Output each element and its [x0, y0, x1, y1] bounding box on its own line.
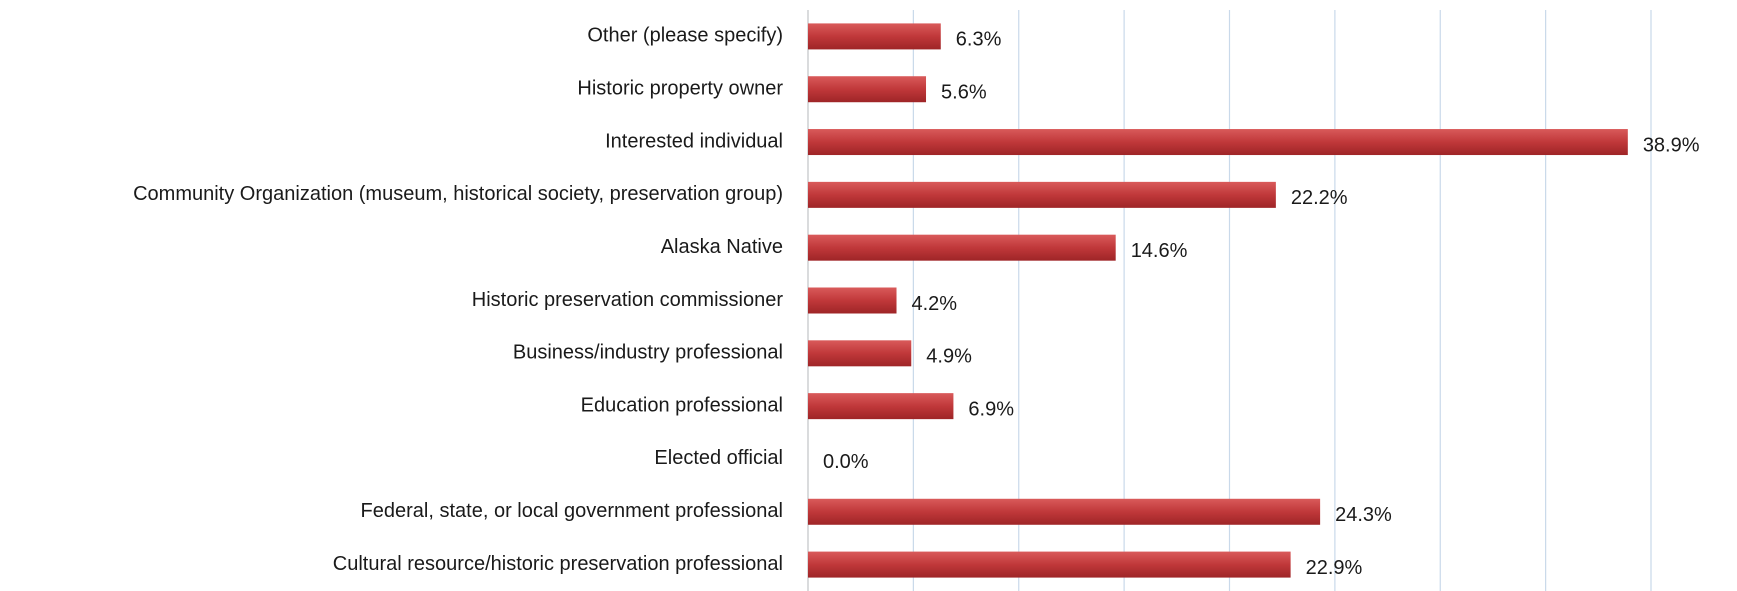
data-label: 22.9%: [1306, 557, 1363, 579]
data-label: 22.2%: [1291, 187, 1348, 209]
data-label: 6.3%: [956, 29, 1002, 51]
bar: [808, 551, 1291, 578]
category-label: Alaska Native: [661, 236, 783, 258]
bar: [808, 181, 1276, 208]
category-label: Other (please specify): [587, 25, 783, 47]
bar: [808, 340, 912, 367]
category-label: Cultural resource/historic preservation …: [333, 553, 783, 575]
category-label: Business/industry professional: [513, 342, 783, 364]
data-label: 4.9%: [926, 346, 972, 368]
category-label: Education professional: [581, 394, 783, 416]
category-label: Historic preservation commissioner: [472, 289, 784, 311]
data-label: 5.6%: [941, 82, 987, 104]
category-label: Community Organization (museum, historic…: [133, 183, 783, 205]
data-label: 38.9%: [1643, 134, 1700, 156]
bar: [808, 287, 897, 314]
data-label: 14.6%: [1131, 240, 1188, 262]
bar: [808, 498, 1321, 525]
bar: [808, 234, 1116, 261]
data-label: 0.0%: [823, 451, 869, 473]
category-label: Federal, state, or local government prof…: [361, 500, 783, 522]
bar: [808, 129, 1628, 156]
data-label: 6.9%: [968, 398, 1014, 420]
bar: [808, 76, 927, 103]
category-label: Historic property owner: [577, 78, 783, 100]
category-label: Interested individual: [605, 130, 783, 152]
data-label: 4.2%: [912, 293, 958, 315]
data-label: 24.3%: [1335, 504, 1392, 526]
bar: [808, 393, 954, 420]
category-label: Elected official: [654, 447, 783, 469]
bar: [808, 23, 941, 50]
